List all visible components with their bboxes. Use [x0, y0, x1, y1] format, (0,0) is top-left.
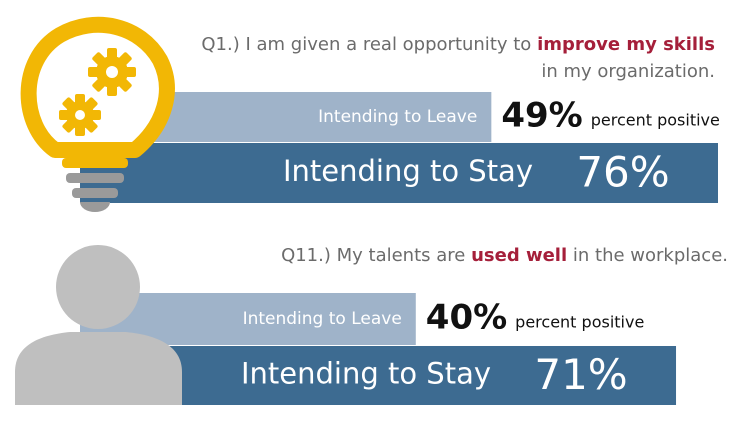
question-highlight: improve my skills — [537, 34, 715, 55]
category-label: Intending to Leave — [318, 107, 477, 127]
value-label: 71% — [534, 350, 627, 399]
category-label: Intending to Leave — [243, 309, 402, 329]
bar — [80, 143, 718, 203]
question-text: in the workplace. — [573, 245, 728, 266]
question-line: Q1.) I am given a real opportunity to im… — [201, 34, 715, 55]
question-text: Q1.) I am given a real opportunity to — [201, 34, 531, 55]
annotation: percent positive — [591, 111, 720, 130]
question-text: in my organization. — [541, 61, 715, 82]
question-line: Q11.) My talents are used well in the wo… — [281, 245, 728, 266]
question-line: in my organization. — [541, 61, 715, 82]
lightbulb-icon — [20, 16, 175, 212]
value-label: 76% — [576, 148, 669, 197]
question-text: Q11.) My talents are — [281, 245, 465, 266]
value-label: 40% — [426, 298, 507, 338]
labels-layer: Q1.) I am given a real opportunity to im… — [201, 34, 728, 399]
category-label: Intending to Stay — [241, 357, 491, 391]
question-highlight: used well — [471, 245, 567, 266]
annotation: percent positive — [515, 313, 644, 332]
category-label: Intending to Stay — [283, 154, 533, 188]
person-icon — [15, 245, 182, 405]
value-label: 49% — [501, 96, 582, 136]
